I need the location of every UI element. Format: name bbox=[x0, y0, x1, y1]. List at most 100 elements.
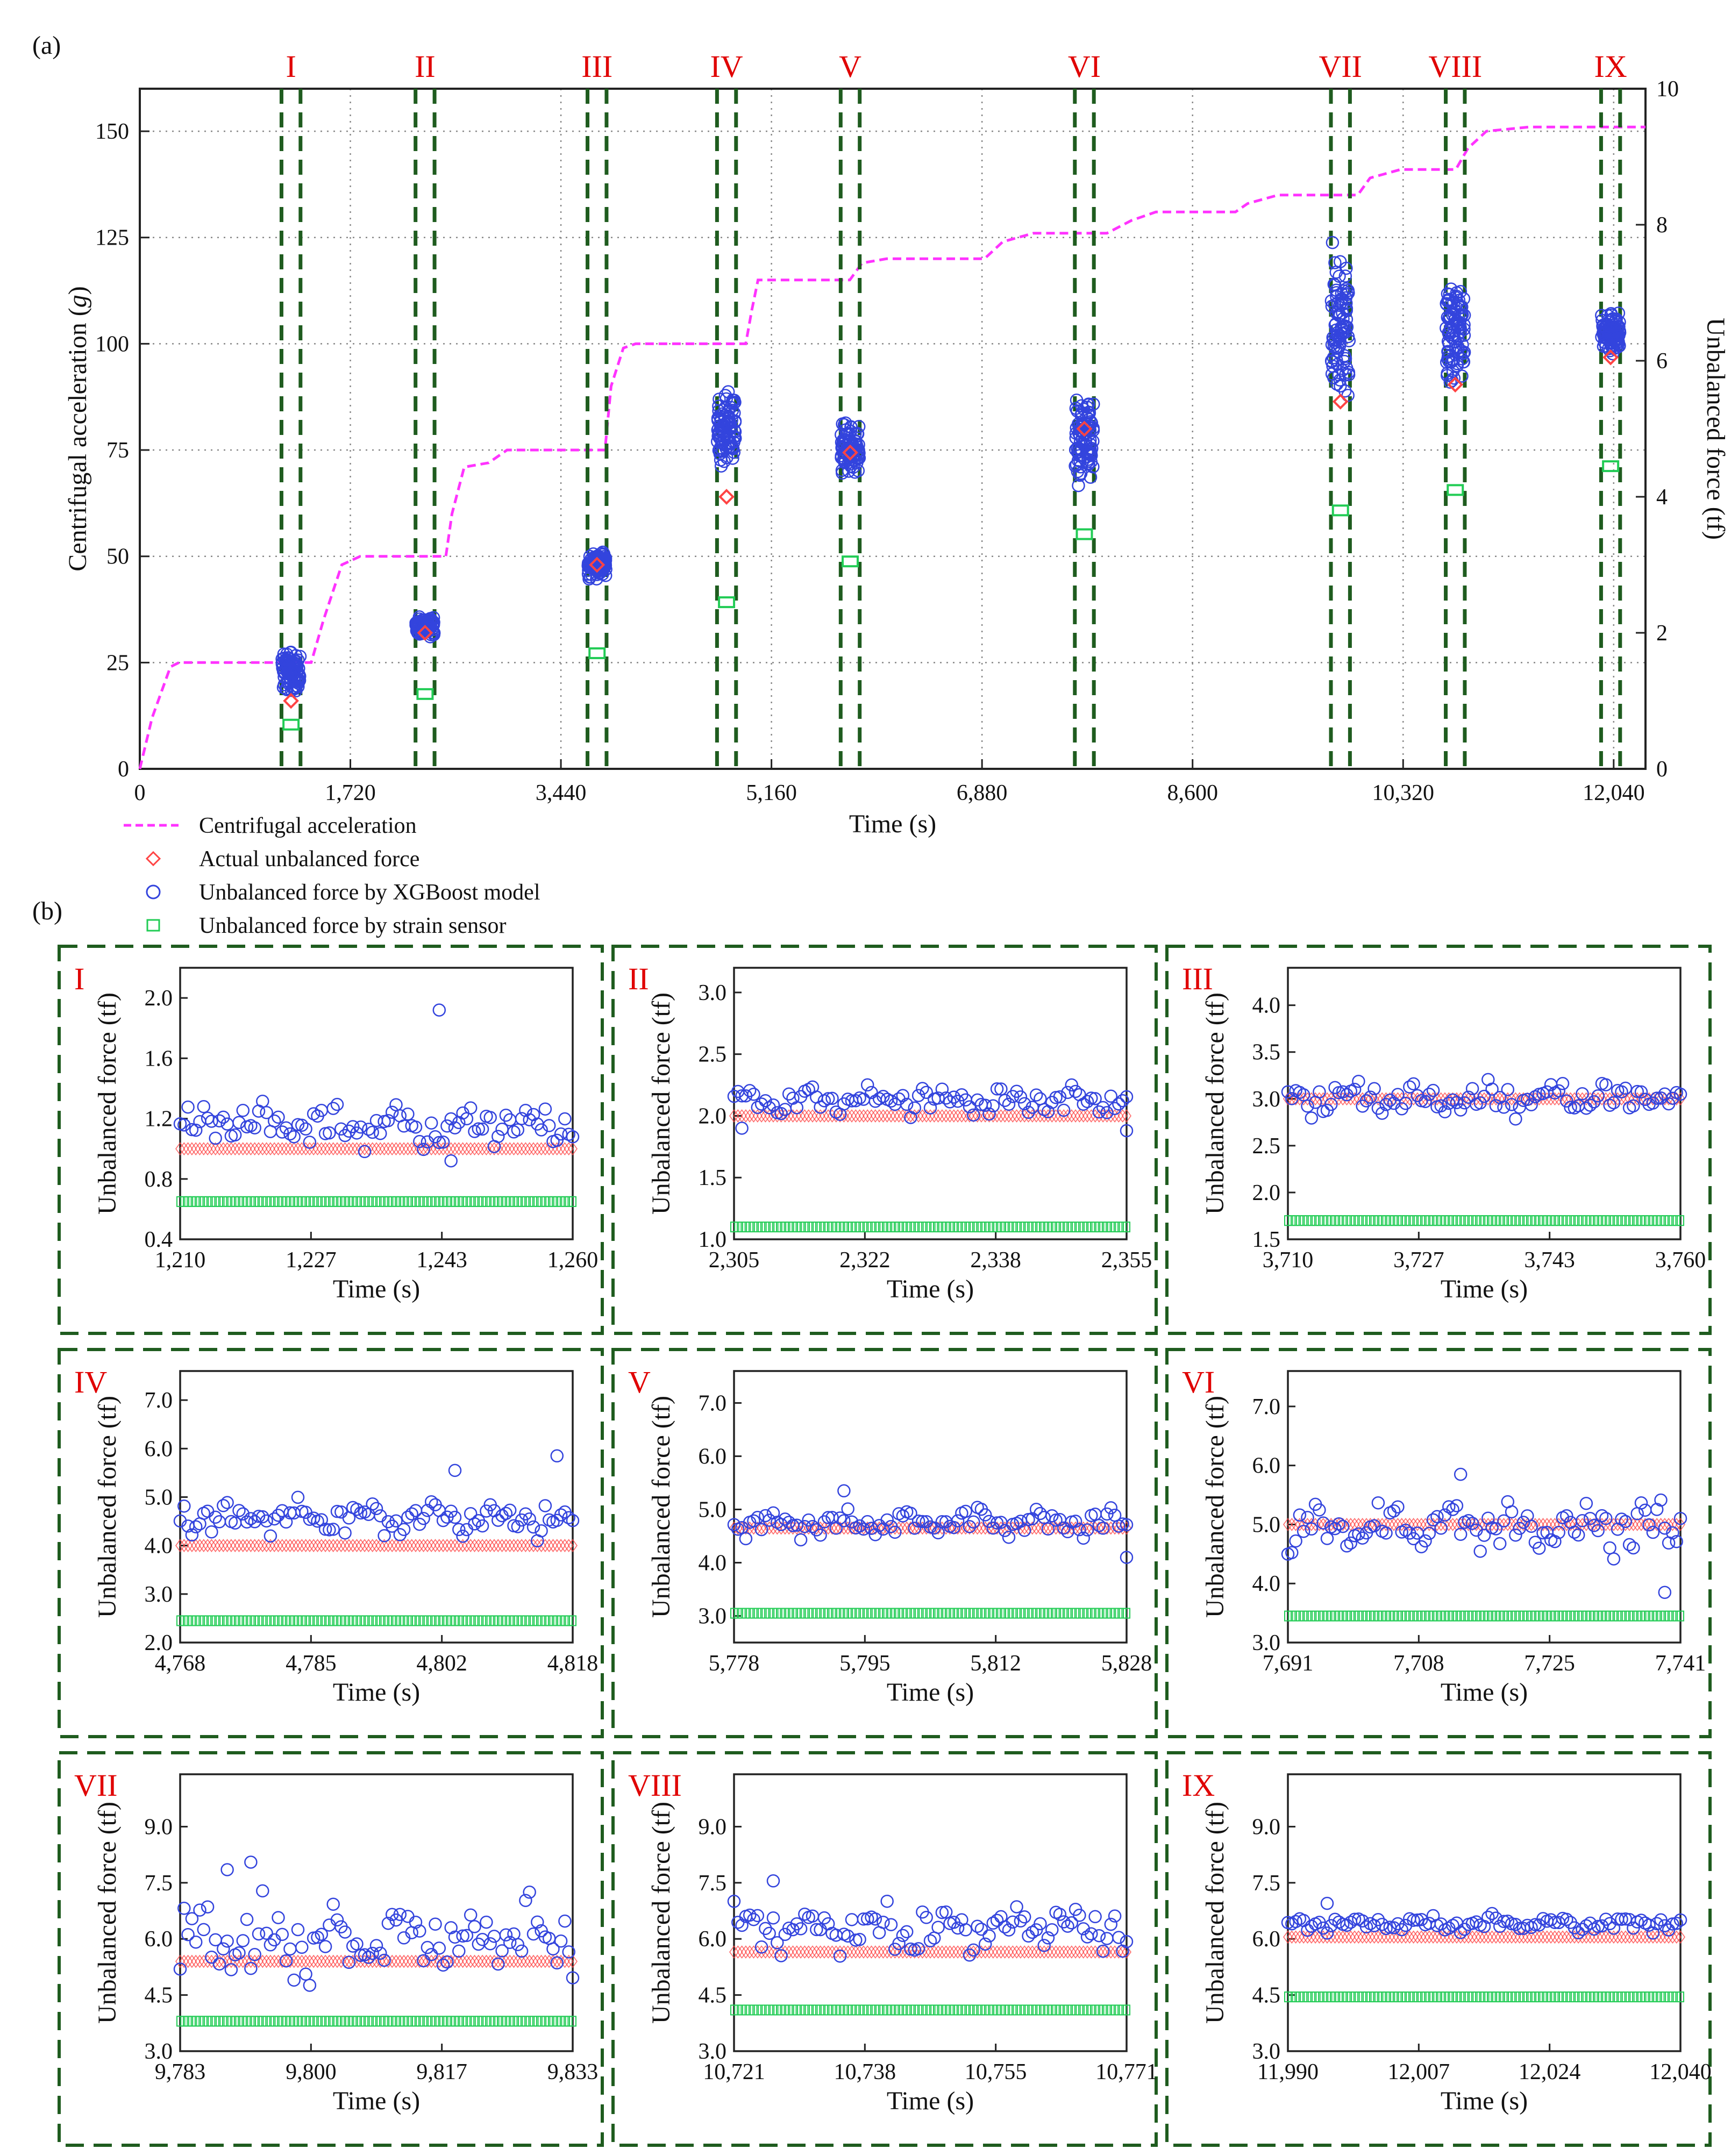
xgb-point bbox=[1379, 1526, 1393, 1540]
actual-point bbox=[183, 1142, 193, 1156]
strain-point bbox=[844, 1608, 852, 1619]
xgb-point bbox=[947, 1520, 961, 1534]
strain-point bbox=[1394, 1991, 1402, 2003]
xgb-point bbox=[900, 1097, 914, 1111]
strain-point bbox=[471, 2016, 479, 2027]
actual-point bbox=[466, 1142, 476, 1156]
xgb-point bbox=[389, 1098, 403, 1111]
x-tick-label: 1,260 bbox=[547, 1248, 599, 1273]
actual-point bbox=[1342, 1930, 1352, 1944]
strain-point bbox=[942, 2004, 950, 2016]
xgb-point bbox=[939, 1905, 953, 1919]
xgb-point bbox=[1344, 1915, 1358, 1929]
actual-point bbox=[210, 1142, 220, 1156]
xgb-point bbox=[326, 1102, 340, 1115]
strain-point bbox=[856, 1222, 864, 1233]
actual-point bbox=[195, 1539, 205, 1553]
strain-point bbox=[392, 1196, 400, 1207]
xgb-point bbox=[260, 1106, 273, 1119]
actual-point bbox=[309, 1954, 319, 1968]
actual-point bbox=[1011, 1109, 1022, 1123]
strain-point bbox=[305, 2016, 314, 2027]
xgb-point bbox=[1339, 325, 1352, 339]
actual-point bbox=[418, 1539, 429, 1553]
xgb-point bbox=[515, 1112, 529, 1125]
strain-point bbox=[1323, 1991, 1331, 2003]
x-tick-label: 6,880 bbox=[957, 781, 1008, 805]
actual-point bbox=[917, 1109, 928, 1123]
strain-point bbox=[777, 1608, 785, 1619]
strain-point bbox=[471, 1196, 479, 1207]
strain-point bbox=[408, 1615, 416, 1626]
strain-point bbox=[1488, 1215, 1496, 1226]
strain-point bbox=[1500, 1991, 1508, 2003]
strain-point bbox=[950, 1222, 958, 1233]
y-tick-label: 3.0 bbox=[1252, 1087, 1281, 1112]
xgb-point bbox=[1313, 1503, 1326, 1517]
xgb-point bbox=[511, 1123, 525, 1137]
strain-point bbox=[1488, 1610, 1496, 1622]
strain-point bbox=[1406, 1610, 1414, 1622]
actual-point bbox=[407, 1539, 417, 1553]
actual-point bbox=[811, 1945, 822, 1959]
y-tick-label: 3.0 bbox=[1252, 2039, 1281, 2064]
strain-point bbox=[1378, 1991, 1386, 2003]
x-axis-label: Time (s) bbox=[887, 1678, 974, 1707]
xgb-point bbox=[1100, 1106, 1114, 1119]
actual-point bbox=[210, 1539, 220, 1553]
strain-point bbox=[1452, 1991, 1461, 2003]
actual-point bbox=[1519, 1930, 1528, 1944]
x-tick-label: 1,210 bbox=[155, 1248, 206, 1273]
xgb-point bbox=[1646, 1525, 1660, 1539]
y-tick-label: 125 bbox=[95, 226, 129, 251]
strain-point bbox=[989, 1608, 997, 1619]
strain-point bbox=[1111, 2004, 1119, 2016]
strain-point bbox=[875, 2004, 884, 2016]
actual-point bbox=[328, 1539, 338, 1553]
xgb-point bbox=[409, 1915, 423, 1929]
strain-point bbox=[490, 1615, 498, 1626]
strain-point bbox=[537, 2016, 545, 2027]
strain-point bbox=[588, 647, 606, 659]
xgb-point bbox=[460, 1523, 474, 1537]
actual-point bbox=[568, 1539, 578, 1553]
xgb-point bbox=[1579, 1101, 1593, 1115]
strain-point bbox=[1087, 1222, 1095, 1233]
actual-point bbox=[740, 1945, 751, 1959]
actual-point bbox=[1318, 1092, 1328, 1106]
strain-point bbox=[184, 1615, 192, 1626]
strain-point bbox=[809, 1608, 816, 1619]
strain-point bbox=[1284, 1215, 1292, 1226]
strain-point bbox=[341, 2016, 349, 2027]
xgb-point bbox=[535, 1524, 548, 1538]
subplots: I0.40.81.21.62.01,210 1,227 1,243 1,260Time… bbox=[58, 945, 1712, 2147]
actual-point bbox=[273, 1539, 283, 1553]
xgb-point bbox=[1604, 333, 1618, 347]
x-tick-label: 7,708 bbox=[1393, 1651, 1444, 1676]
xgb-point bbox=[1441, 369, 1454, 382]
y-tick-label: 6.0 bbox=[1252, 1927, 1281, 1952]
xgb-point bbox=[735, 1122, 749, 1135]
actual-point bbox=[1499, 1092, 1509, 1106]
panel-a-label: (a) bbox=[32, 31, 61, 60]
strain-point bbox=[1024, 1222, 1032, 1233]
xgb-point bbox=[444, 1112, 458, 1126]
strain-point bbox=[561, 1196, 569, 1207]
strain-point bbox=[1461, 1610, 1469, 1622]
xgb-point bbox=[538, 1102, 552, 1116]
xgb-point bbox=[782, 1516, 796, 1529]
y-right-tick-label: 0 bbox=[1656, 757, 1668, 782]
xgb-point bbox=[189, 1520, 203, 1533]
strain-point bbox=[738, 2004, 746, 2016]
actual-point bbox=[399, 1954, 409, 1968]
xgb-point bbox=[448, 1510, 462, 1524]
window-label: VII bbox=[1319, 49, 1362, 84]
strain-point bbox=[1441, 1215, 1449, 1226]
xgb-point bbox=[1340, 1539, 1354, 1553]
strain-point bbox=[518, 1196, 526, 1207]
strain-point bbox=[1390, 1215, 1398, 1226]
xgb-point bbox=[1443, 311, 1457, 325]
xgb-point bbox=[205, 1115, 218, 1128]
xgb-point bbox=[177, 1902, 191, 1915]
